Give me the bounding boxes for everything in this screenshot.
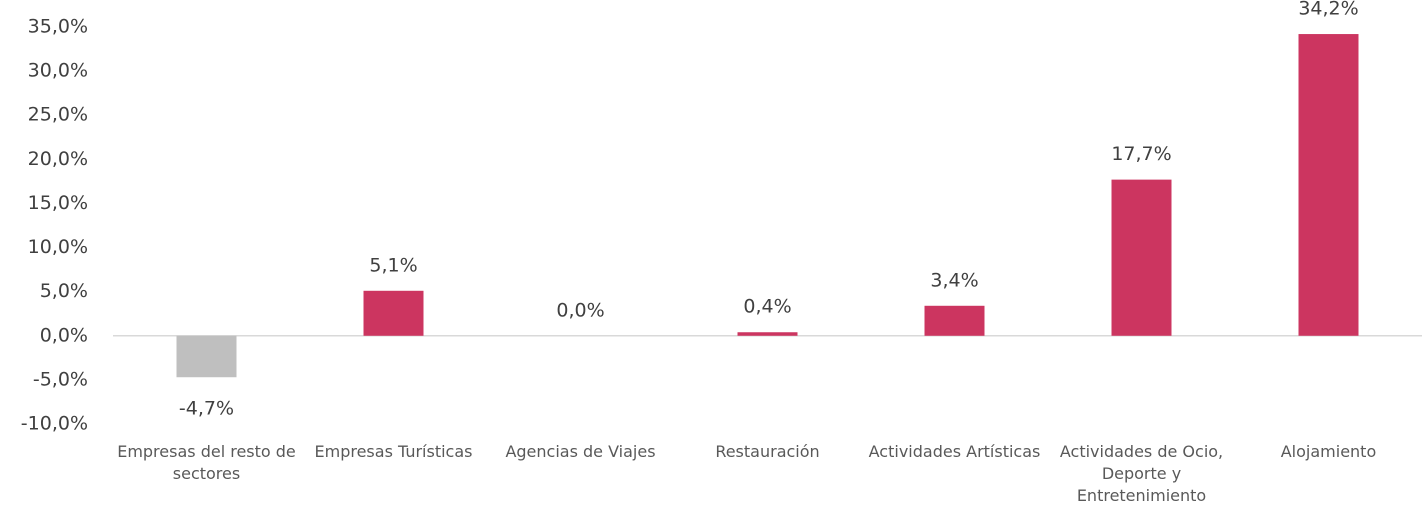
x-tick-label: Actividades de Ocio, Deporte y Entreteni… (1059, 442, 1224, 505)
bar (737, 332, 798, 336)
x-tick-label: Actividades Artísticas (868, 442, 1041, 461)
y-tick-label: 5,0% (40, 280, 88, 302)
bar (176, 335, 237, 378)
data-label: 0,0% (556, 299, 604, 321)
bar (1298, 34, 1359, 336)
data-label: 3,4% (930, 269, 978, 291)
y-tick-label: 25,0% (28, 104, 88, 126)
y-tick-label: 30,0% (28, 60, 88, 82)
data-label: 5,1% (369, 254, 417, 276)
x-tick-label: Agencias de Viajes (505, 442, 656, 461)
bar (1111, 179, 1172, 336)
y-tick-label: 35,0% (28, 16, 88, 38)
data-label: 17,7% (1111, 143, 1171, 165)
y-tick-label: 0,0% (40, 324, 88, 346)
x-tick-label: Empresas del resto de sectores (117, 442, 296, 483)
y-tick-label: -5,0% (33, 368, 88, 390)
x-tick-label: Empresas Turísticas (314, 442, 473, 461)
x-tick-label: Alojamiento (1280, 442, 1377, 461)
data-label: 34,2% (1298, 0, 1358, 20)
bar (363, 290, 424, 336)
y-tick-label: 15,0% (28, 192, 88, 214)
y-tick-label: 20,0% (28, 148, 88, 170)
data-label: 0,4% (743, 296, 791, 318)
y-tick-label: 10,0% (28, 236, 88, 258)
x-tick-label: Restauración (715, 442, 820, 461)
y-tick-label: -10,0% (21, 413, 88, 435)
data-label: -4,7% (179, 398, 234, 420)
bar (924, 305, 985, 336)
